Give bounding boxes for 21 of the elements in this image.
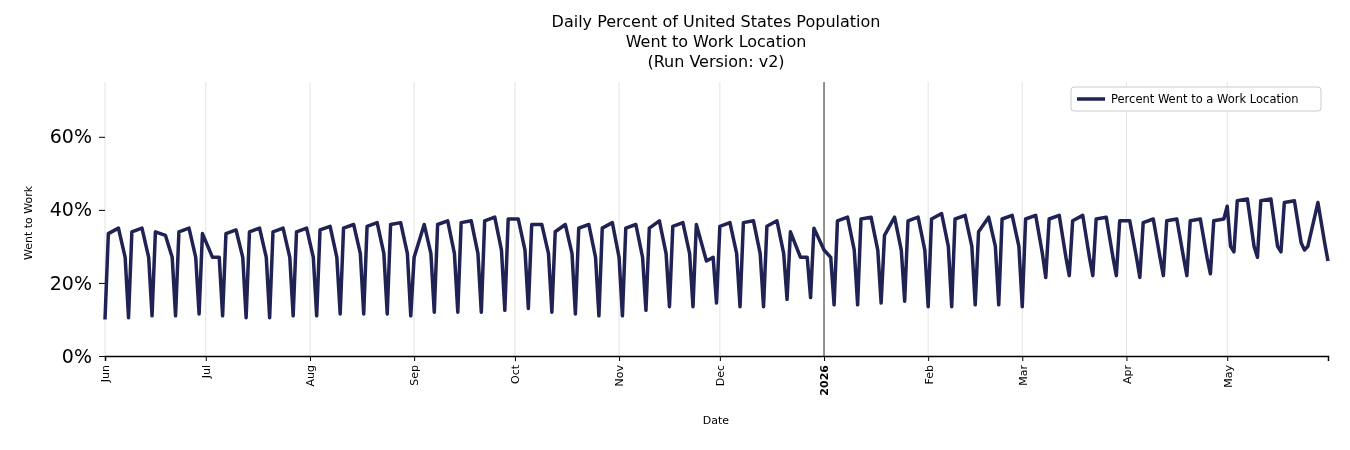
x-tick-label: Mar xyxy=(1016,364,1030,386)
y-axis-title: Went to Work xyxy=(22,185,35,261)
x-tick-label: Jul xyxy=(200,365,214,380)
chart-title: Daily Percent of United States Population Went to Work Location (Run Version: v2) xyxy=(551,12,881,71)
y-tick-label: 0% xyxy=(61,344,92,367)
line-series xyxy=(103,197,1330,322)
y-tick-label: 60% xyxy=(49,125,92,148)
x-tick-label: Aug xyxy=(304,365,318,387)
x-tick-label: May xyxy=(1221,364,1235,388)
y-tick-label: 20% xyxy=(49,271,92,294)
x-tick-label: Oct xyxy=(509,364,523,385)
x-axis-title: Date xyxy=(702,414,730,427)
x-tick-label: Sep xyxy=(408,364,422,386)
x-tick-label: Jun xyxy=(99,364,113,384)
x-tick-label: 2026 xyxy=(818,364,832,396)
x-tick-label: Apr xyxy=(1120,364,1134,385)
x-tick-label: Feb xyxy=(922,364,936,385)
x-tick-label: Dec xyxy=(714,365,728,387)
legend-label: Percent Went to a Work Location xyxy=(1111,92,1299,106)
y-tick-label: 40% xyxy=(49,198,92,221)
x-tick-label: Nov xyxy=(613,364,627,387)
